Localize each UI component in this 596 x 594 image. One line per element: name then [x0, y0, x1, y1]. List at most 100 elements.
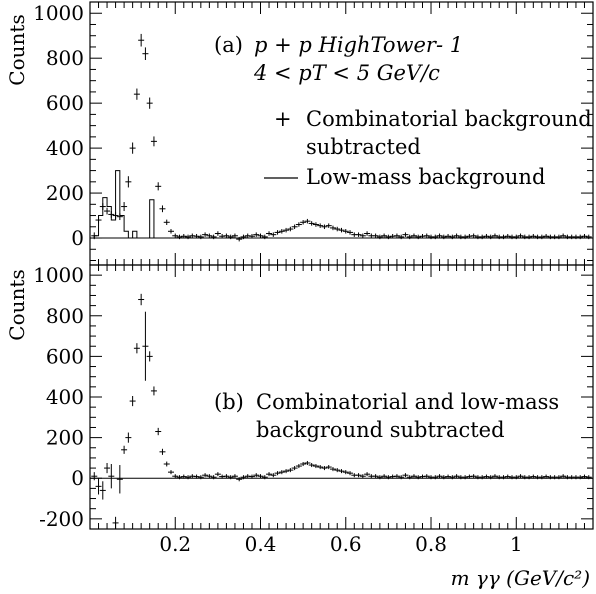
- data-point: [104, 463, 111, 474]
- panel-b: -200 0 200 400 600 800 1000 0.2 0.4 0.6 0.8 1 Coun…: [5, 263, 594, 590]
- data-point: [159, 448, 166, 455]
- data-point: [138, 293, 145, 306]
- panel-a-legend-points-line2: subtracted: [306, 135, 421, 159]
- data-point: [129, 395, 136, 407]
- data-point: [155, 182, 162, 191]
- data-point: [99, 481, 106, 500]
- data-point: [538, 475, 545, 480]
- data-point: [312, 464, 319, 469]
- data-point: [415, 475, 422, 480]
- data-point: [214, 472, 221, 477]
- data-point: [342, 229, 349, 234]
- data-point: [423, 474, 430, 479]
- data-point: [445, 474, 452, 479]
- data-point: [146, 97, 153, 109]
- data-point: [231, 474, 238, 479]
- data-point: [304, 460, 311, 466]
- y-tick-label: 600: [46, 91, 84, 115]
- data-point: [99, 203, 106, 210]
- data-point: [500, 475, 507, 480]
- data-point: [406, 234, 413, 240]
- data-point: [287, 468, 294, 473]
- data-point: [236, 477, 243, 482]
- data-point: [185, 475, 192, 480]
- data-point: [577, 234, 584, 240]
- data-point: [240, 234, 247, 240]
- data-point: [180, 474, 187, 479]
- data-point: [283, 227, 290, 233]
- y-tick-label: 800: [46, 304, 84, 328]
- data-point: [266, 472, 273, 477]
- data-point: [121, 445, 128, 454]
- data-point: [321, 466, 328, 471]
- panel-b-y-tick-labels: -200 0 200 400 600 800 1000: [33, 263, 84, 531]
- data-point: [236, 236, 243, 242]
- data-point: [159, 205, 166, 213]
- y-tick-label: 400: [46, 385, 84, 409]
- data-point: [526, 234, 533, 240]
- data-point: [176, 475, 183, 480]
- panel-a: 0 200 400 600 800 1000 Counts (a) p + p HighT…: [5, 1, 594, 266]
- panel-a-label: (a): [214, 33, 243, 57]
- data-point: [364, 472, 371, 477]
- data-point: [347, 230, 354, 235]
- data-point: [163, 461, 170, 467]
- data-point: [385, 234, 392, 240]
- data-point: [133, 343, 140, 354]
- y-tick-label: 400: [46, 136, 84, 160]
- data-point: [436, 474, 443, 479]
- data-point: [462, 234, 469, 240]
- data-point: [513, 234, 520, 240]
- panel-a-y-tick-labels: 0 200 400 600 800 1000: [33, 1, 84, 250]
- data-point: [155, 427, 162, 436]
- data-point: [517, 233, 524, 239]
- data-point: [91, 472, 98, 481]
- data-point: [291, 466, 298, 471]
- data-point: [248, 233, 255, 239]
- data-point: [432, 475, 439, 480]
- data-point: [329, 225, 336, 231]
- y-tick-label: 200: [46, 426, 84, 450]
- data-point: [376, 234, 383, 240]
- data-point: [112, 212, 119, 219]
- data-point: [261, 475, 268, 480]
- data-point: [278, 470, 285, 475]
- data-point: [287, 226, 294, 232]
- data-point: [257, 474, 264, 479]
- data-point: [291, 224, 298, 230]
- data-point: [95, 478, 102, 495]
- data-point: [91, 232, 98, 240]
- data-point: [555, 475, 562, 480]
- data-point: [402, 232, 409, 237]
- data-point: [585, 475, 592, 480]
- data-point: [355, 473, 362, 478]
- data-point: [415, 234, 422, 240]
- data-point: [338, 227, 345, 233]
- data-point: [398, 475, 405, 480]
- data-point: [338, 469, 345, 474]
- data-point: [483, 474, 490, 479]
- data-point: [530, 474, 537, 479]
- data-point: [449, 475, 456, 480]
- data-point: [543, 474, 550, 479]
- data-point: [364, 231, 371, 236]
- x-tick-label: 0.6: [330, 532, 362, 556]
- data-point: [274, 230, 281, 235]
- data-point: [530, 233, 537, 239]
- data-point: [398, 234, 405, 240]
- data-point: [334, 468, 341, 473]
- data-point: [223, 474, 230, 479]
- data-point: [585, 234, 592, 240]
- data-point: [402, 473, 409, 478]
- data-point: [355, 232, 362, 237]
- y-tick-label: 800: [46, 46, 84, 70]
- data-point: [172, 474, 179, 479]
- data-point: [95, 216, 102, 224]
- data-point: [432, 234, 439, 240]
- data-point: [329, 467, 336, 472]
- data-point: [257, 233, 264, 239]
- data-point: [227, 234, 234, 240]
- data-point: [125, 432, 132, 443]
- panel-b-x-tick-labels: 0.2 0.4 0.6 0.8 1: [159, 532, 522, 556]
